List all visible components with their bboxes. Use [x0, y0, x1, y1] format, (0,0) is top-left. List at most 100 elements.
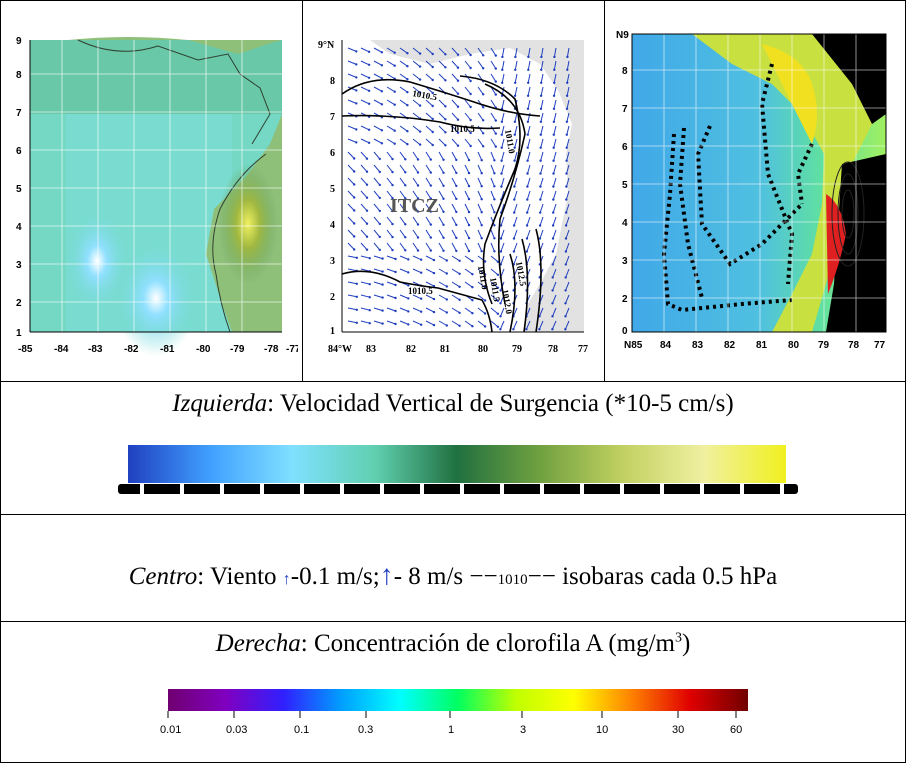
wind-arrow-head: [393, 51, 396, 54]
wind-arrow: [566, 151, 570, 161]
wind-arrow: [360, 255, 370, 259]
wind-arrow: [527, 60, 531, 70]
wind-arrow: [360, 151, 368, 160]
wind-arrow-head: [431, 52, 434, 56]
wind-arrow-head: [564, 302, 567, 305]
wind-arrow-head: [500, 120, 504, 124]
wind-arrow: [565, 255, 570, 265]
wind-arrow: [490, 125, 497, 134]
wind-arrow-head: [539, 172, 542, 175]
wind-arrow-head: [442, 197, 445, 200]
wind-arrow: [539, 307, 544, 317]
wind-arrow-head: [432, 310, 436, 314]
wind-arrow-head: [418, 65, 422, 68]
wind-arrow: [438, 60, 446, 68]
wind-arrow-head: [394, 322, 397, 326]
wind-arrow: [425, 99, 434, 107]
wind-arrow: [464, 151, 470, 161]
wind-arrow: [399, 320, 409, 325]
border-left: [0, 0, 1, 763]
wind-arrow: [501, 99, 505, 109]
left-x-tick: -82: [124, 344, 139, 355]
wind-arrow: [501, 164, 505, 174]
wind-arrow-head: [480, 198, 483, 201]
wind-arrow-head: [404, 171, 407, 174]
wind-arrow-head: [512, 328, 515, 331]
wind-arrow-head: [353, 183, 356, 186]
wind-arrow-head: [380, 103, 384, 106]
wind-arrow: [526, 307, 531, 317]
wind-arrow-head: [406, 78, 409, 81]
wind-arrow: [373, 47, 383, 53]
wind-arrow: [513, 203, 518, 213]
wind-arrow-head: [381, 257, 384, 260]
wind-arrow-head: [406, 130, 409, 133]
wind-arrow: [566, 60, 570, 70]
wind-arrow-head: [482, 93, 485, 96]
wind-arrow: [527, 125, 531, 135]
wind-arrow-head: [456, 79, 460, 82]
wind-arrow: [438, 73, 446, 81]
wind-arrow: [412, 164, 419, 173]
wind-arrow: [553, 164, 557, 174]
wind-arrow-head: [483, 325, 487, 328]
wind-arrow: [513, 190, 518, 200]
upwelling-colorbar: [128, 445, 786, 483]
wind-arrow-head: [526, 159, 529, 162]
wind-arrow: [500, 242, 505, 252]
wind-arrow: [412, 294, 422, 300]
wind-arrow: [451, 138, 459, 147]
wind-arrow-head: [525, 237, 529, 240]
wind-arrow: [566, 164, 570, 174]
wind-arrow-head: [539, 211, 542, 214]
wind-arrow-head: [501, 55, 504, 59]
wind-arrow: [490, 99, 497, 108]
wind-arrow: [500, 255, 505, 265]
wind-arrow: [540, 151, 544, 161]
right-y-tick: 8: [622, 66, 628, 77]
wind-arrow: [477, 112, 484, 121]
center-y-tick: 7: [330, 112, 335, 123]
wind-arrow: [425, 112, 434, 120]
wind-arrow: [347, 281, 357, 285]
wind-arrow: [451, 125, 459, 134]
wind-arrow: [565, 281, 570, 291]
wind-arrow: [386, 73, 395, 80]
wind-arrow: [425, 73, 434, 81]
wind-arrow: [553, 125, 557, 135]
wind-arrow: [490, 190, 495, 200]
wind-arrow: [514, 125, 518, 135]
center-x-tick: 77: [578, 344, 588, 355]
left-x-tick: -81: [160, 344, 175, 355]
wind-arrow: [464, 268, 473, 275]
wind-arrow: [399, 307, 409, 312]
isobar-sample-line: −−1010−−: [469, 563, 556, 590]
wind-arrow-head: [355, 256, 358, 259]
wind-arrow-head: [551, 276, 554, 279]
wind-arrow-head: [526, 94, 530, 98]
wind-arrow-head: [432, 271, 436, 275]
wind-arrow: [540, 86, 544, 96]
wind-arrow: [540, 164, 544, 174]
wind-arrow-head: [353, 235, 356, 238]
wind-arrow: [347, 320, 357, 324]
chl-contours: [831, 161, 865, 267]
wind-arrow: [477, 242, 483, 252]
wind-arrow: [552, 177, 557, 187]
wind-arrow: [412, 151, 419, 160]
wind-arrow-head: [418, 52, 422, 55]
wind-arrow-head: [512, 250, 516, 253]
wind-arrow-head: [538, 224, 542, 227]
wind-arrow: [451, 268, 460, 275]
left-x-tick: -83: [88, 344, 103, 355]
wind-arrow-head: [480, 250, 483, 253]
wind-arrow-head: [456, 105, 460, 108]
left-x-tick: -85: [18, 344, 33, 355]
wind-arrow: [399, 203, 406, 212]
wind-arrow: [438, 47, 446, 55]
wind-arrow-head: [367, 89, 371, 93]
wind-arrow: [399, 190, 406, 199]
wind-arrow: [490, 73, 497, 82]
wind-arrow-head: [445, 285, 448, 288]
wind-arrow-head: [445, 311, 448, 314]
